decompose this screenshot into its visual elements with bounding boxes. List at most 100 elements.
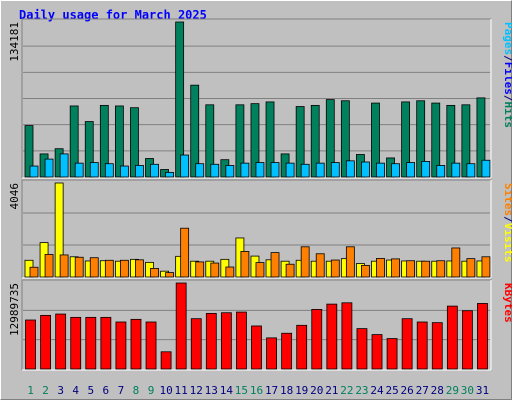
legend-kbytes: KBytes — [502, 283, 512, 323]
bar-hits-6 — [99, 104, 109, 178]
bar-sites-27 — [421, 260, 431, 278]
bar-kbytes-25 — [386, 338, 398, 370]
bar-files-19 — [300, 163, 310, 178]
bar-files-2 — [44, 158, 54, 178]
bar-files-9 — [150, 163, 159, 178]
legend-entry: KBytes — [502, 283, 512, 323]
x-tick-label-9: 9 — [148, 384, 155, 397]
bar-kbytes-12 — [190, 318, 202, 370]
bar-files-13 — [210, 163, 220, 178]
bar-sites-16 — [255, 262, 265, 278]
x-tick-label-21: 21 — [325, 384, 338, 397]
bar-sites-15 — [240, 251, 250, 278]
bar-sites-12 — [195, 261, 205, 278]
bar-files-11 — [180, 154, 190, 178]
bar-visits-3 — [54, 182, 64, 278]
bar-sites-19 — [300, 246, 310, 278]
bar-hits-17 — [265, 101, 275, 178]
bar-kbytes-27 — [416, 321, 428, 370]
bar-sites-10 — [165, 272, 174, 278]
y-axis-max-label: 4046 — [8, 183, 21, 210]
bar-kbytes-21 — [326, 303, 338, 370]
bar-files-14 — [225, 165, 235, 178]
bar-hits-22 — [340, 100, 350, 178]
bar-hits-20 — [310, 104, 320, 178]
bar-files-24 — [376, 162, 385, 178]
bar-kbytes-30 — [462, 310, 473, 370]
x-tick-label-15: 15 — [235, 384, 248, 397]
x-tick-label-27: 27 — [416, 384, 429, 397]
bar-kbytes-3 — [55, 313, 67, 370]
bar-sites-13 — [210, 262, 220, 278]
bar-files-29 — [451, 162, 461, 178]
bar-hits-21 — [325, 99, 335, 178]
legend-entry: Sites — [502, 183, 512, 216]
x-tick-label-3: 3 — [57, 384, 64, 397]
bar-files-25 — [391, 163, 400, 178]
bar-hits-15 — [235, 104, 245, 178]
bar-hits-11 — [175, 21, 185, 178]
bar-hits-8 — [130, 107, 139, 178]
x-tick-label-26: 26 — [401, 384, 414, 397]
bar-kbytes-28 — [431, 322, 443, 370]
bar-hits-27 — [416, 100, 426, 178]
bar-sites-31 — [481, 256, 491, 278]
bar-sites-5 — [89, 257, 99, 278]
y-axis-max-label: 134181 — [8, 22, 21, 62]
x-tick-label-19: 19 — [295, 384, 308, 397]
bar-files-18 — [285, 162, 295, 178]
bar-kbytes-22 — [341, 302, 353, 370]
bar-files-4 — [74, 162, 84, 178]
bar-sites-2 — [44, 254, 54, 278]
bar-sites-11 — [180, 227, 190, 278]
bar-sites-1 — [29, 266, 39, 278]
bar-hits-4 — [69, 105, 79, 178]
bar-hits-28 — [431, 102, 441, 178]
bar-files-31 — [481, 159, 491, 178]
bar-hits-5 — [84, 121, 94, 178]
bar-files-27 — [421, 161, 431, 178]
bar-kbytes-1 — [25, 319, 36, 370]
bar-files-12 — [195, 163, 205, 178]
x-tick-label-24: 24 — [370, 384, 384, 397]
bar-kbytes-2 — [40, 314, 51, 370]
bar-kbytes-15 — [236, 311, 247, 370]
x-tick-label-6: 6 — [103, 384, 110, 397]
bar-sites-7 — [119, 259, 129, 278]
bar-kbytes-16 — [251, 325, 262, 370]
bar-sites-28 — [436, 260, 446, 278]
x-tick-label-16: 16 — [250, 384, 263, 397]
bar-kbytes-23 — [356, 328, 368, 370]
bar-files-8 — [135, 165, 144, 178]
x-tick-label-22: 22 — [340, 384, 353, 397]
bar-sites-26 — [406, 260, 416, 278]
legend-entry: Hits — [502, 102, 512, 129]
x-tick-label-20: 20 — [310, 384, 323, 397]
bar-hits-13 — [205, 104, 215, 178]
bar-sites-18 — [285, 263, 295, 278]
bar-files-21 — [330, 162, 340, 178]
bar-kbytes-20 — [311, 309, 323, 370]
bar-kbytes-26 — [401, 318, 413, 370]
x-tick-label-23: 23 — [355, 384, 368, 397]
bar-files-3 — [59, 153, 69, 178]
bar-files-23 — [361, 161, 370, 178]
legend-entry: / — [502, 95, 512, 102]
bar-sites-9 — [150, 268, 159, 278]
bar-hits-19 — [295, 106, 305, 178]
bar-sites-4 — [74, 256, 84, 278]
bar-kbytes-4 — [70, 316, 82, 370]
bar-kbytes-14 — [220, 312, 232, 370]
bar-files-1 — [29, 165, 39, 178]
legend-entry: / — [502, 55, 512, 62]
bar-files-7 — [119, 165, 129, 178]
bar-files-15 — [240, 162, 250, 178]
bar-kbytes-13 — [205, 312, 217, 370]
legend-entry: Files — [502, 62, 512, 95]
bar-sites-22 — [345, 246, 355, 278]
bar-files-5 — [89, 162, 99, 178]
bar-kbytes-7 — [115, 321, 127, 370]
bar-kbytes-11 — [175, 282, 187, 370]
bar-kbytes-8 — [130, 318, 142, 370]
